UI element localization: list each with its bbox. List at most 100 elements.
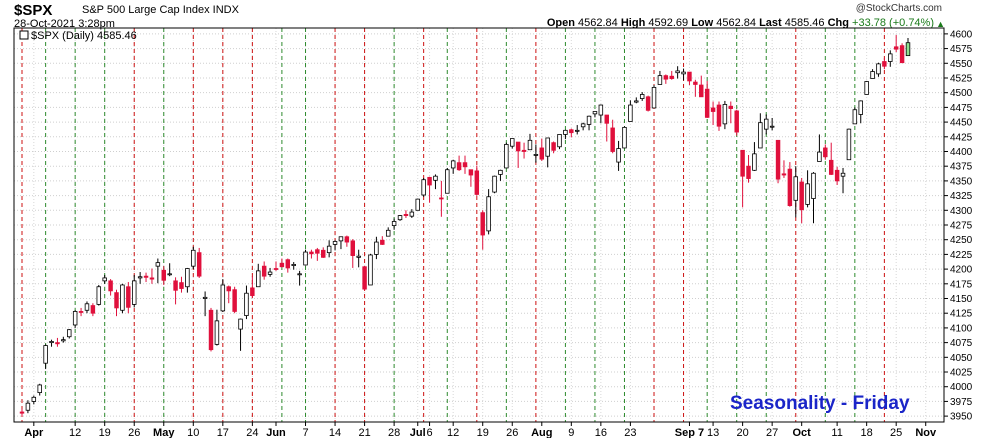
- y-tick-label: 4500: [950, 88, 973, 99]
- y-tick-label: 3950: [950, 412, 973, 423]
- candle-body: [616, 148, 621, 163]
- grid-layer: [14, 28, 944, 422]
- candle-body: [161, 269, 166, 281]
- candle-body: [427, 176, 432, 186]
- candle-body: [846, 128, 852, 161]
- candle-body: [344, 236, 350, 243]
- x-tick-label: 26: [506, 427, 518, 438]
- candle-body: [350, 240, 356, 256]
- candle-body: [811, 172, 816, 199]
- candle-body: [303, 251, 308, 266]
- candle-body: [31, 396, 37, 402]
- candle-body: [208, 309, 214, 351]
- candle-body: [864, 81, 869, 95]
- candle-body: [131, 280, 137, 305]
- candle-body: [409, 211, 415, 217]
- candle-body: [391, 221, 397, 226]
- candle-body: [539, 147, 545, 160]
- candle-body: [338, 236, 344, 242]
- watermark: @StockCharts.com: [855, 3, 942, 14]
- candle-body: [687, 71, 692, 82]
- candle-body: [823, 147, 828, 158]
- candle-body: [196, 252, 202, 277]
- y-tick-label: 4025: [950, 368, 973, 379]
- low-label: Low: [691, 17, 714, 29]
- legend-label: $SPX (Daily) 4585.46: [31, 30, 137, 42]
- candle-body: [781, 173, 787, 176]
- x-tick-label: Apr: [24, 427, 44, 438]
- candle-body: [368, 254, 373, 286]
- candle-body: [882, 61, 887, 67]
- symbol-title: $SPX: [14, 2, 53, 19]
- candle-body: [645, 96, 651, 111]
- candle-body: [462, 162, 468, 168]
- candle-body: [439, 197, 444, 200]
- open-value: 4562.84: [578, 17, 618, 29]
- x-tick-label: Jun: [266, 427, 286, 438]
- candle-body: [397, 215, 403, 221]
- candle-body: [244, 292, 249, 316]
- y-tick-label: 4250: [950, 235, 973, 246]
- candle-body: [669, 75, 674, 79]
- candle-body: [699, 84, 704, 98]
- y-tick-label: 4525: [950, 73, 973, 84]
- candle-body: [905, 42, 911, 57]
- candle-body: [486, 196, 491, 232]
- y-tick-label: 4575: [950, 44, 973, 55]
- x-tick-label: 21: [358, 427, 370, 438]
- ohlc-readout: Open 4562.84 High 4592.69 Low 4562.84 La…: [547, 17, 934, 29]
- candle-body: [510, 138, 515, 147]
- candle-body: [321, 249, 326, 258]
- candle-body: [569, 129, 574, 134]
- candle-body: [61, 339, 66, 342]
- last-value: 4585.46: [784, 17, 825, 29]
- y-tick-label: 4225: [950, 250, 973, 261]
- candle-body: [704, 88, 710, 118]
- y-tick-label: 4000: [950, 382, 973, 393]
- candle-body: [492, 175, 497, 193]
- candle-body: [852, 109, 858, 125]
- candle-body: [356, 255, 361, 258]
- seasonality-annotation: Seasonality - Friday: [730, 393, 910, 414]
- candle-body: [250, 287, 255, 296]
- candle-body: [675, 70, 680, 74]
- candle-body: [96, 286, 102, 305]
- chart-date: 28-Oct-2021 3:28pm: [14, 18, 115, 30]
- x-tick-label: 14: [329, 427, 341, 438]
- candle-body: [179, 282, 184, 289]
- chg-label: Chg: [827, 17, 849, 29]
- y-tick-label: 4450: [950, 118, 973, 129]
- high-label: High: [620, 17, 646, 29]
- candle-body: [634, 100, 639, 103]
- y-tick-label: 3975: [950, 397, 973, 408]
- legend: $SPX (Daily) 4585.46: [19, 30, 137, 42]
- candle-body: [598, 104, 604, 116]
- candle-body: [876, 63, 881, 75]
- candle-body: [403, 214, 409, 216]
- candle-body: [445, 169, 450, 194]
- candle-body: [639, 94, 645, 99]
- y-tick-label: 4475: [950, 103, 973, 114]
- candle-body: [114, 292, 119, 309]
- candle-body: [545, 137, 550, 157]
- candle-body: [433, 175, 438, 181]
- candle-body: [769, 125, 775, 128]
- y-tick-label: 4400: [950, 147, 973, 158]
- candle-body: [746, 165, 751, 179]
- candle-body: [740, 149, 745, 177]
- candle-body: [716, 104, 722, 127]
- candle-body: [37, 384, 42, 393]
- candle-body: [710, 107, 716, 112]
- x-tick-label: 17: [217, 427, 229, 438]
- candle-body: [734, 110, 739, 133]
- candle-body: [421, 179, 426, 196]
- candle-body: [143, 275, 149, 278]
- candle-body: [238, 318, 243, 330]
- y-axis: 3950 3975 4000 4025 4050 4075 4100 4125 4150 4175…: [944, 29, 973, 423]
- x-tick-label: Nov: [915, 427, 937, 438]
- x-tick-label: 23: [624, 427, 636, 438]
- last-label: Last: [759, 17, 782, 29]
- candle-body: [799, 181, 804, 211]
- open-label: Open: [546, 17, 575, 29]
